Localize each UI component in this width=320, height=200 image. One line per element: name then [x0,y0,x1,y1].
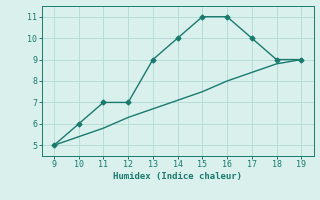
X-axis label: Humidex (Indice chaleur): Humidex (Indice chaleur) [113,172,242,181]
